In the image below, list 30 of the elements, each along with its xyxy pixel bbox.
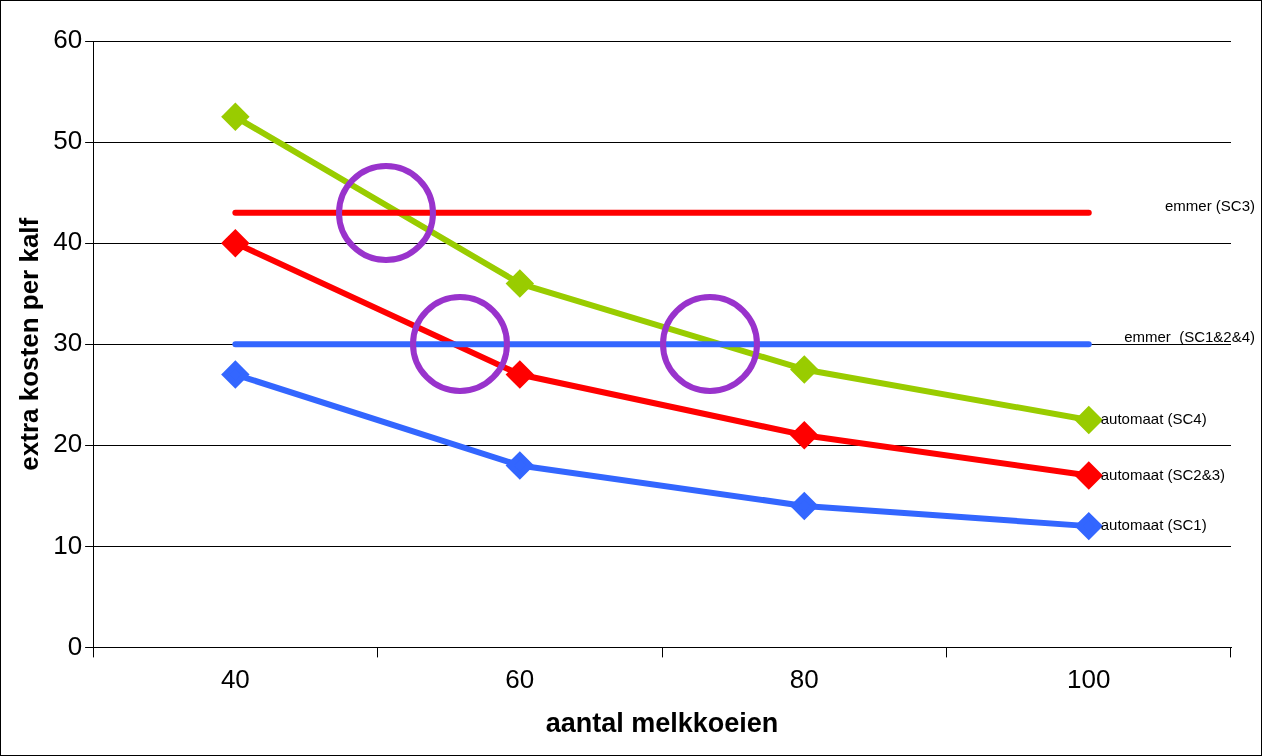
point <box>222 230 249 257</box>
point <box>791 422 818 449</box>
x-tick-label: 80 <box>789 664 819 695</box>
text: emmer (SC1&2&4) <box>1124 328 1255 346</box>
point <box>1075 462 1102 489</box>
y-tick-label: 20 <box>53 428 83 459</box>
y-tick-label: 10 <box>53 529 83 560</box>
point <box>791 356 818 383</box>
y-axis-title: extra kosten per kalf <box>13 217 44 471</box>
y-tick-label: 0 <box>67 630 83 661</box>
point <box>222 361 249 388</box>
point <box>222 103 249 130</box>
y-tick-label: 60 <box>53 24 83 55</box>
y-tick-label: 50 <box>53 125 83 156</box>
point <box>1075 407 1102 433</box>
x-tick-label: 40 <box>220 664 250 695</box>
x-tick-label: 100 <box>1067 664 1111 695</box>
y-tick-label: 30 <box>53 327 83 358</box>
text: emmer (SC3) <box>1164 196 1255 214</box>
series-label: automaat (SC2&3) <box>1100 465 1225 483</box>
x-axis-title: aantal melkkoeien <box>545 708 779 739</box>
x-tick-label: 60 <box>505 664 535 695</box>
point <box>791 492 818 519</box>
point <box>506 270 533 297</box>
series-label: automaat (SC4) <box>1100 410 1207 428</box>
series-label: automaat (SC1) <box>1100 516 1207 534</box>
y-tick-label: 40 <box>53 226 83 257</box>
point <box>506 361 533 388</box>
point <box>1075 513 1102 540</box>
point <box>506 452 533 479</box>
